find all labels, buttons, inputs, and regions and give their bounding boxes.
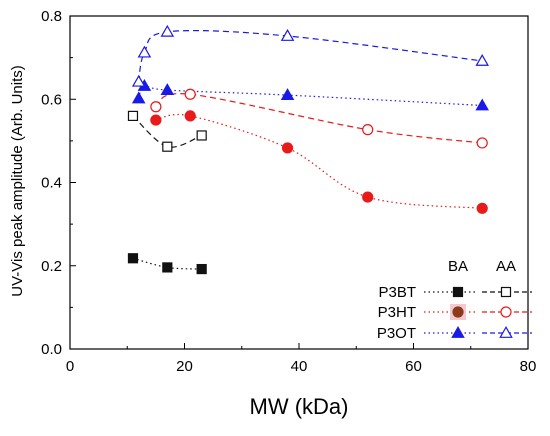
legend-marker-p3ot-ba	[451, 326, 465, 338]
data-point-p3ht-ba	[476, 202, 488, 214]
x-axis-title: MW (kDa)	[250, 394, 349, 419]
y-tick-label: 0.2	[41, 258, 62, 275]
legend-label-p3ot: P3OT	[377, 325, 416, 342]
data-point-p3ot-ba	[280, 88, 295, 101]
x-tick-label: 60	[405, 358, 422, 375]
data-point-p3ot-ba	[475, 98, 489, 111]
x-tick-label: 0	[66, 358, 74, 375]
legend-marker-p3ot-aa	[499, 326, 513, 338]
data-point-p3bt-ba	[127, 253, 139, 264]
x-tick-label: 80	[520, 358, 537, 375]
data-point-p3ht-ba	[150, 114, 162, 126]
data-point-p3ht-aa	[150, 101, 162, 113]
x-tick-label: 20	[176, 358, 193, 375]
legend-marker-p3bt-ba	[452, 286, 464, 298]
data-point-p3ht-ba	[281, 142, 294, 154]
data-point-p3bt-ba	[196, 263, 207, 275]
series-line-p3ht-ba	[155, 113, 483, 209]
data-point-p3ht-aa	[362, 124, 374, 136]
data-point-p3ht-ba	[362, 191, 374, 203]
data-point-p3ot-aa	[280, 29, 295, 41]
data-point-p3bt-aa	[196, 130, 207, 141]
legend-marker-p3bt-aa	[500, 286, 512, 298]
y-tick-label: 0.6	[41, 91, 62, 108]
data-point-p3ot-ba	[160, 83, 175, 96]
plot-frame	[69, 15, 529, 350]
y-tick-label: 0.8	[41, 8, 62, 25]
data-point-p3ht-ba	[184, 110, 196, 122]
y-tick-label: 0.4	[41, 175, 62, 192]
legend-header-ba: BA	[448, 258, 468, 275]
legend: BA AA P3BT P3HT P3OT	[377, 258, 532, 342]
data-point-p3bt-aa	[162, 141, 173, 152]
data-point-p3bt-aa	[127, 110, 139, 122]
data-point-p3ot-aa	[160, 24, 175, 37]
legend-header-aa: AA	[496, 258, 516, 275]
series-lines	[132, 29, 483, 270]
data-point-p3ot-aa	[475, 53, 489, 66]
x-tick-label: 40	[291, 358, 308, 375]
legend-marker-p3ht-ba	[452, 306, 464, 318]
data-points	[127, 24, 489, 275]
legend-label-p3bt: P3BT	[378, 284, 416, 301]
data-point-p3ot-aa	[131, 74, 146, 87]
data-point-p3ht-aa	[476, 137, 488, 149]
y-axis-title: UV-Vis peak amplitude (Arb. Units)	[9, 65, 26, 296]
legend-label-p3ht: P3HT	[378, 304, 416, 321]
data-point-p3ot-aa	[137, 45, 152, 58]
legend-marker-p3ht-aa	[500, 306, 512, 318]
series-line-p3bt-aa	[132, 115, 202, 148]
series-line-p3ot-aa	[138, 29, 483, 82]
data-point-p3ht-aa	[184, 88, 196, 100]
y-tick-label: 0.0	[41, 341, 62, 358]
data-point-p3bt-ba	[162, 262, 173, 273]
axes: 0 20 40 60 80 0.0 0.2 0.4 0.6 0.8	[41, 8, 536, 375]
data-point-p3ot-ba	[131, 91, 146, 104]
